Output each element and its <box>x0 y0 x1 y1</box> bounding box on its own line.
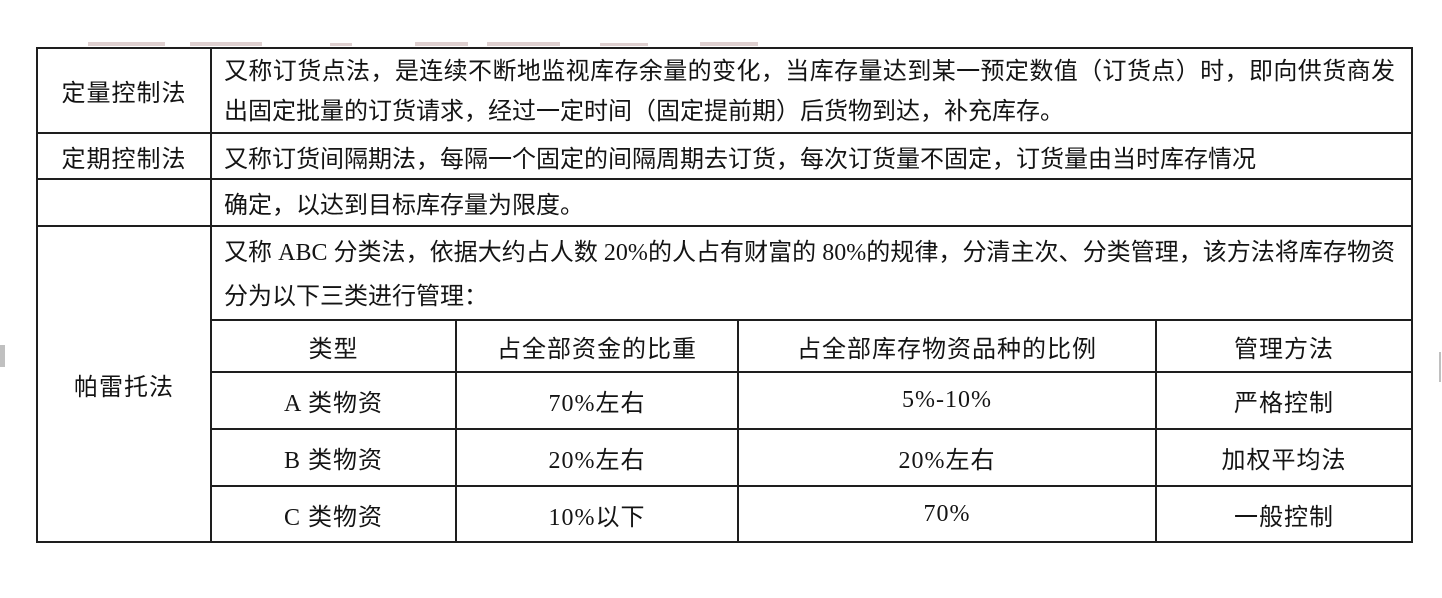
row-label-text: 定量控制法 <box>61 81 187 107</box>
abc-cell-type: C 类物资 <box>212 485 455 541</box>
abc-header-capital-share: 占全部资金的比重 <box>455 321 737 371</box>
row-description-continuation: 确定，以达到目标库存量为限度。 <box>224 193 584 219</box>
abc-header-type: 类型 <box>308 336 359 363</box>
pareto-content: 又称 ABC 分类法，依据大约占人数 20%的人占有财富的 80%的规律，分清主… <box>212 227 1411 541</box>
abc-cell-capital-share: 20%左右 <box>455 428 737 485</box>
abc-cell-method: 严格控制 <box>1155 371 1411 428</box>
abc-header-method: 管理方法 <box>1155 321 1411 371</box>
right-edge-mark <box>1439 352 1441 382</box>
abc-cell-type: A 类物资 <box>212 371 455 428</box>
row-label-periodic-control: 定期控制法 <box>38 134 212 178</box>
table-row: 帕雷托法 又称 ABC 分类法，依据大约占人数 20%的人占有财富的 80%的规… <box>38 225 1411 541</box>
table-row: 确定，以达到目标库存量为限度。 <box>38 178 1411 225</box>
row-label-text: 定期控制法 <box>61 146 187 173</box>
row-label-text: 帕雷托法 <box>74 374 174 401</box>
abc-header-variety-share: 占全部库存物资品种的比例 <box>737 321 1155 371</box>
row-label-empty <box>38 180 212 225</box>
abc-cell-method: 加权平均法 <box>1155 428 1411 485</box>
table-row: 定期控制法 又称订货间隔期法，每隔一个固定的间隔周期去订货，每次订货量不固定，订… <box>38 132 1411 178</box>
inventory-control-methods-table: 定量控制法 又称订货点法，是连续不断地监视库存余量的变化，当库存量达到某一预定数… <box>36 47 1413 543</box>
abc-cell-capital-share: 70%左右 <box>455 371 737 428</box>
abc-cell-capital-share: 10%以下 <box>455 485 737 541</box>
row-label-quantity-control: 定量控制法 <box>38 49 212 132</box>
row-label-pareto: 帕雷托法 <box>38 227 212 541</box>
abc-classification-table: 类型 占全部资金的比重 占全部库存物资品种的比例 管理方法 A 类物资 70%左… <box>212 319 1411 541</box>
abc-cell-method: 一般控制 <box>1155 485 1411 541</box>
row-description-periodic-control: 又称订货间隔期法，每隔一个固定的间隔周期去订货，每次订货量不固定，订货量由当时库… <box>224 146 1256 173</box>
pareto-intro-text: 又称 ABC 分类法，依据大约占人数 20%的人占有财富的 80%的规律，分清主… <box>224 240 1395 310</box>
table-row: 定量控制法 又称订货点法，是连续不断地监视库存余量的变化，当库存量达到某一预定数… <box>38 49 1411 132</box>
row-description-quantity-control: 又称订货点法，是连续不断地监视库存余量的变化，当库存量达到某一预定数值（订货点）… <box>224 59 1395 125</box>
abc-cell-variety-share: 5%-10% <box>737 371 1155 428</box>
abc-cell-variety-share: 70% <box>737 485 1155 541</box>
left-edge-mark <box>0 345 5 367</box>
abc-cell-type: B 类物资 <box>212 428 455 485</box>
abc-cell-variety-share: 20%左右 <box>737 428 1155 485</box>
